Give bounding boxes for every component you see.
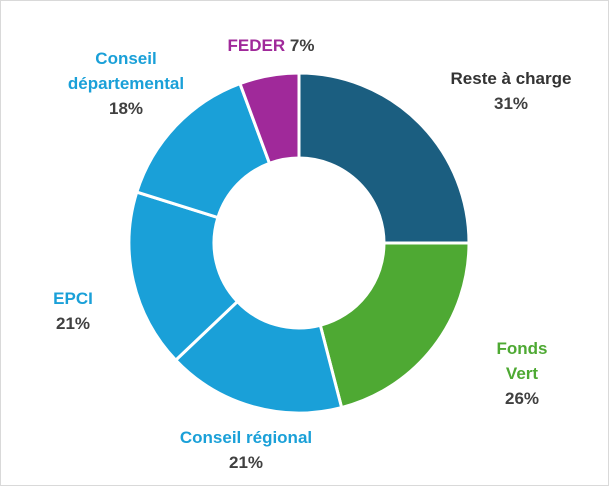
value-label: 18% [108,99,144,118]
category-label: Conseil régional [179,428,313,447]
slice [318,241,471,410]
value-label: 21% [228,453,264,472]
category-label: FEDER [227,36,286,55]
value-label: 26% [504,389,540,408]
category-label: Conseil départemental [67,49,185,93]
slice [297,71,471,245]
value-label: 31% [493,94,529,113]
slice-label: Fonds Vert 26% [487,336,557,411]
slice [173,299,344,415]
slice-label: FEDER 7% [191,33,351,58]
slice-label: EPCI 21% [33,286,113,336]
slice-label: Conseil départemental 18% [46,46,206,121]
value-label: 21% [55,314,91,333]
category-label: EPCI [53,289,93,308]
slice-label: Reste à charge 31% [421,66,601,116]
slice-label: Conseil régional 21% [136,425,356,475]
category-label: Reste à charge [450,69,572,88]
slice [127,190,240,363]
slice [238,71,301,166]
value-label: 7% [289,36,315,55]
category-label: Fonds Vert [496,339,548,383]
